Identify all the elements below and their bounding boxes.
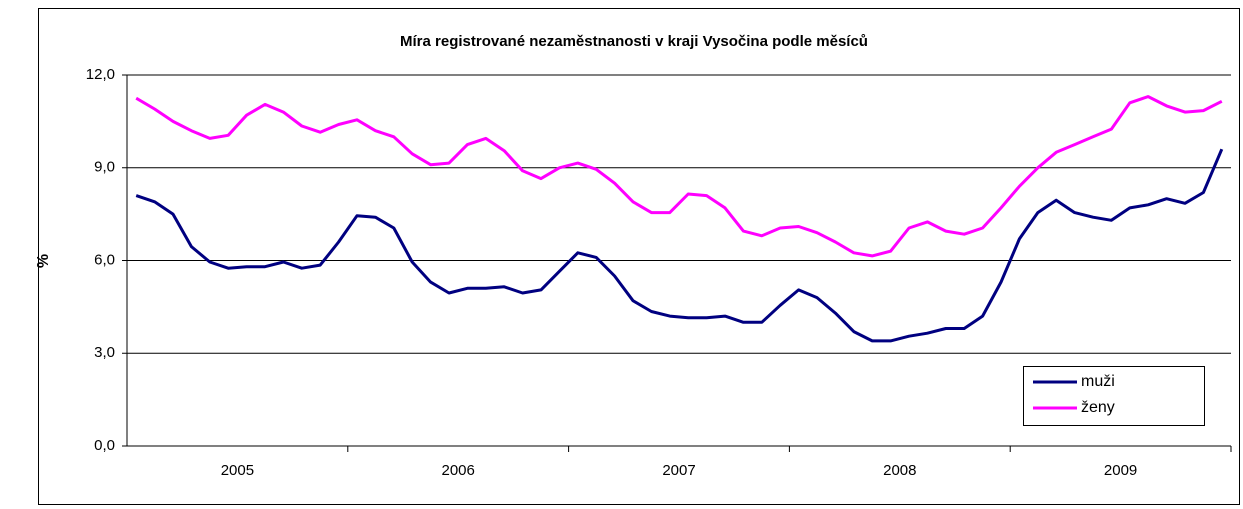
legend-box <box>1023 366 1205 426</box>
y-tick-label: 12,0 <box>86 66 115 83</box>
y-tick-label: 9,0 <box>94 159 115 176</box>
y-tick-label: 6,0 <box>94 251 115 268</box>
x-tick-label: 2008 <box>883 462 916 479</box>
legend-label: muži <box>1081 373 1115 390</box>
x-tick-label: 2006 <box>442 462 475 479</box>
x-tick-label: 2007 <box>662 462 695 479</box>
chart-frame <box>38 8 1240 505</box>
y-axis-label: % <box>35 254 52 268</box>
x-tick-label: 2009 <box>1104 462 1137 479</box>
legend-label: ženy <box>1081 399 1115 416</box>
series-line <box>135 95 1223 258</box>
series-line <box>135 148 1224 343</box>
y-tick-label: 3,0 <box>94 344 115 361</box>
x-tick-label: 2005 <box>221 462 254 479</box>
chart-title: Míra registrované nezaměstnanosti v kraj… <box>400 33 868 50</box>
y-tick-label: 0,0 <box>94 437 115 454</box>
